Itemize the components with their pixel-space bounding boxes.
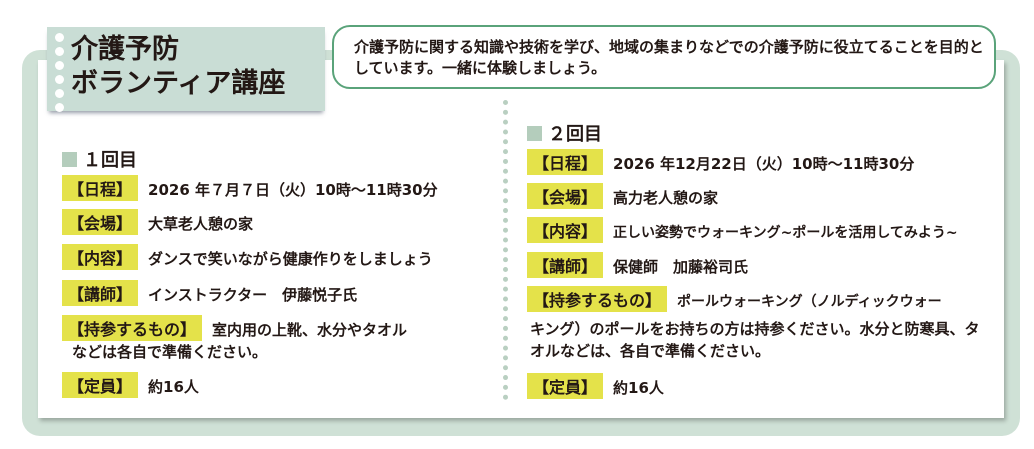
- value: 約16人: [613, 379, 664, 397]
- session1-instructor: 【講師】 インストラクター 伊藤悦子氏: [62, 280, 357, 306]
- value: 約16人: [148, 378, 199, 396]
- label: 【定員】: [62, 372, 139, 398]
- value: 正しい姿勢でウォーキング~ポールを活用してみよう~: [613, 225, 958, 241]
- session2-heading: ２回目: [527, 120, 602, 146]
- title-line1: 介護予防: [71, 34, 179, 65]
- value: 2026 年12月22日（火）10時～11時30分: [613, 155, 915, 173]
- session2-venue: 【会場】 高力老人憩の家: [527, 183, 718, 209]
- label: 【定員】: [527, 373, 604, 399]
- label: 【内容】: [527, 217, 604, 243]
- square-bullet-icon: [62, 152, 77, 167]
- label: 【会場】: [527, 183, 604, 209]
- label: 【日程】: [527, 149, 604, 175]
- session1-heading-text: １回目: [83, 150, 137, 171]
- session2-bring-cont: キング）のポールをお持ちの方は持参ください。水分と防寒具、タオルなどは、各自で準…: [530, 320, 980, 360]
- value: 保健師 加藤裕司氏: [613, 258, 749, 276]
- session1-venue: 【会場】 大草老人憩の家: [62, 209, 253, 235]
- session2-capacity: 【定員】 約16人: [527, 373, 664, 399]
- session1-bring: 【持参するもの】 室内用の上靴、水分やタオルなどは各自で準備ください。: [62, 315, 407, 362]
- session2-date: 【日程】 2026 年12月22日（火）10時～11時30分: [527, 149, 914, 175]
- session1-content: 【内容】 ダンスで笑いながら健康作りをしましょう: [62, 244, 433, 270]
- value: 大草老人憩の家: [148, 215, 254, 233]
- session2-bring: 【持参するもの】 ポールウォーキング（ノルディックウォー: [527, 286, 942, 312]
- title-tag: 介護予防 ボランティア講座: [47, 27, 325, 112]
- value: 室内用の上靴、水分やタオル: [212, 321, 408, 339]
- value: 高力老人憩の家: [613, 189, 719, 207]
- session1-date: 【日程】 2026 年７月７日（火）10時～11時30分: [62, 175, 438, 201]
- label: 【内容】: [62, 244, 139, 270]
- session1-capacity: 【定員】 約16人: [62, 372, 199, 398]
- label: 【会場】: [62, 209, 139, 235]
- session2-instructor: 【講師】 保健師 加藤裕司氏: [527, 252, 748, 278]
- value: 2026 年７月７日（火）10時～11時30分: [148, 181, 438, 199]
- session2-content: 【内容】 正しい姿勢でウォーキング~ポールを活用してみよう~: [527, 217, 958, 243]
- title-line2: ボランティア講座: [71, 68, 286, 99]
- value: インストラクター 伊藤悦子氏: [148, 286, 358, 304]
- label: 【講師】: [527, 252, 604, 278]
- label: 【持参するもの】: [527, 286, 668, 312]
- label: 【持参するもの】: [62, 315, 203, 341]
- value: ダンスで笑いながら健康作りをしましょう: [148, 250, 433, 268]
- divider: [503, 100, 508, 400]
- value-cont: などは各自で準備ください。: [72, 343, 268, 361]
- label: 【日程】: [62, 175, 139, 201]
- session2-heading-text: ２回目: [548, 124, 602, 145]
- label: 【講師】: [62, 280, 139, 306]
- value: ポールウォーキング（ノルディックウォー: [677, 294, 942, 310]
- square-bullet-icon: [527, 126, 542, 141]
- binder-holes-icon: [55, 33, 64, 112]
- description: 介護予防に関する知識や技術を学び、地域の集まりなどでの介護予防に役立てることを目…: [332, 25, 996, 89]
- content-panel: [38, 60, 1004, 418]
- session1-heading: １回目: [62, 146, 137, 172]
